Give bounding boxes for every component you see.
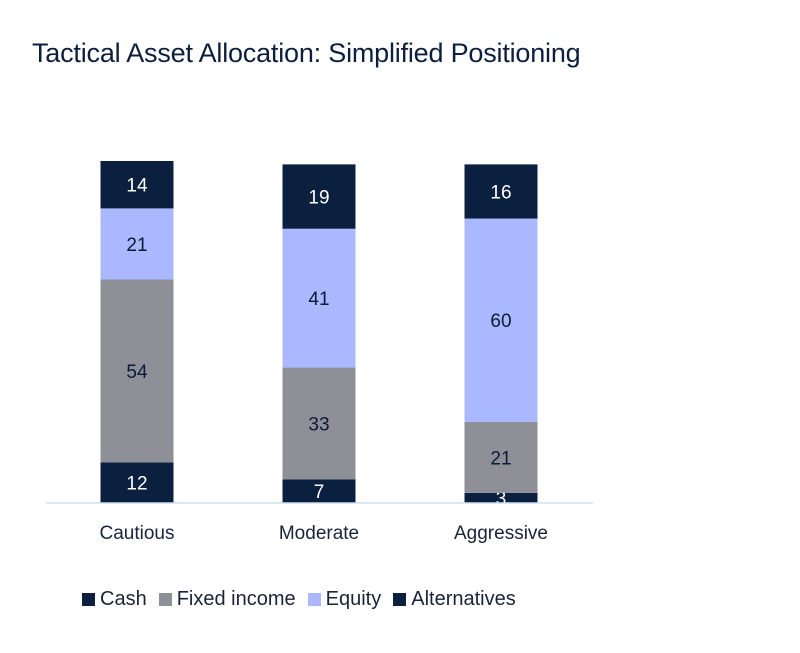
legend-item-cash[interactable]: Cash (82, 588, 147, 611)
legend-item-alternatives[interactable]: Alternatives (393, 588, 516, 611)
chart-title: Tactical Asset Allocation: Simplified Po… (32, 38, 581, 68)
bar-segment-cautious-fixed-income[interactable] (100, 279, 174, 463)
legend-swatch-alternatives (393, 593, 407, 606)
bar-segment-cautious-equity[interactable] (100, 208, 174, 280)
bar-segment-moderate-cash[interactable] (282, 479, 356, 503)
stacked-bar-chart: 12 54 21 14 Cautious 7 33 41 19 Moderate 3 21 60 16 Ag… (46, 161, 593, 544)
data-label-cautious-fixed-income: 54 (126, 362, 148, 383)
data-label-aggressive-fixed-income: 21 (490, 448, 511, 469)
data-label-cautious-equity: 21 (126, 235, 147, 256)
data-label-aggressive-equity: 60 (490, 311, 511, 332)
data-label-cautious-cash: 12 (126, 474, 147, 495)
legend-label-cash: Cash (100, 588, 147, 610)
x-tick-label-cautious: Cautious (100, 523, 175, 544)
bar-segment-aggressive-equity[interactable] (464, 218, 538, 422)
bar-group-moderate: 7 33 41 19 (282, 164, 356, 503)
legend: Cash Fixed income Equity Alternatives (82, 588, 528, 611)
legend-label-equity: Equity (325, 588, 382, 610)
x-tick-label-moderate: Moderate (279, 523, 359, 544)
bar-segment-moderate-alternatives[interactable] (282, 164, 356, 229)
legend-swatch-cash (82, 593, 95, 606)
bar-segment-cautious-alternatives[interactable] (100, 161, 174, 209)
data-label-aggressive-alternatives: 16 (490, 182, 511, 203)
bar-segment-cautious-cash[interactable] (100, 462, 174, 503)
legend-swatch-equity (307, 593, 321, 606)
legend-label-alternatives: Alternatives (411, 588, 516, 610)
data-label-aggressive-cash: 3 (496, 489, 507, 510)
bar-group-aggressive: 3 21 60 16 (464, 164, 538, 510)
data-label-moderate-equity: 41 (308, 289, 329, 310)
bar-segment-moderate-fixed-income[interactable] (282, 367, 356, 480)
data-label-moderate-fixed-income: 33 (308, 414, 329, 435)
x-tick-label-aggressive: Aggressive (454, 523, 548, 544)
legend-label-fixed-income: Fixed income (176, 588, 296, 610)
bar-segment-aggressive-cash[interactable] (464, 492, 538, 503)
bar-segment-moderate-equity[interactable] (282, 228, 356, 368)
legend-item-equity[interactable]: Equity (307, 588, 382, 611)
legend-item-fixed-income[interactable]: Fixed income (158, 588, 296, 611)
data-label-cautious-alternatives: 14 (126, 176, 148, 197)
data-label-moderate-cash: 7 (314, 482, 325, 503)
bar-segment-aggressive-fixed-income[interactable] (464, 421, 538, 493)
data-label-moderate-alternatives: 19 (308, 188, 329, 209)
bar-group-cautious: 12 54 21 14 (100, 161, 174, 503)
legend-swatch-fixed-income (158, 593, 172, 606)
bar-segment-aggressive-alternatives[interactable] (464, 164, 538, 219)
